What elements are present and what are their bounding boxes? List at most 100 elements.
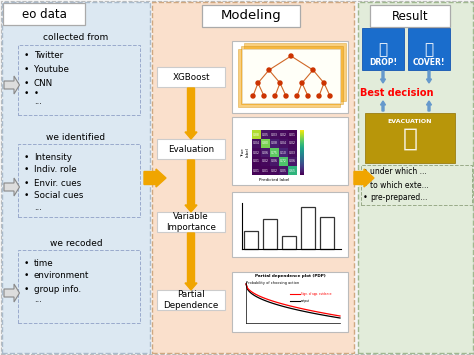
Text: •: • [23, 284, 29, 294]
FancyArrow shape [185, 233, 197, 290]
Text: ⛹: ⛹ [378, 43, 388, 58]
Text: 0.88: 0.88 [253, 132, 260, 137]
Polygon shape [4, 284, 19, 302]
Text: •: • [23, 78, 29, 87]
FancyArrow shape [144, 169, 166, 187]
Text: 0.65: 0.65 [289, 169, 296, 173]
Bar [279, 166, 288, 175]
Bar [300, 160, 304, 161]
Bar [261, 166, 270, 175]
Text: ...: ... [34, 97, 42, 105]
Text: Modeling: Modeling [220, 10, 282, 22]
Bar [300, 161, 304, 162]
Text: Social cues: Social cues [34, 191, 83, 201]
Bar [244, 231, 258, 249]
Circle shape [284, 94, 288, 98]
Text: Sign. of app. evidence: Sign. of app. evidence [301, 292, 332, 296]
Text: 0.06: 0.06 [262, 151, 269, 154]
Text: •: • [23, 65, 29, 73]
Text: 0.80: 0.80 [262, 142, 269, 146]
FancyArrow shape [427, 101, 431, 111]
Bar [261, 157, 270, 166]
Text: environment: environment [34, 272, 90, 280]
Bar [300, 147, 304, 148]
Text: 0.08: 0.08 [271, 142, 278, 146]
Text: 0.04: 0.04 [253, 142, 260, 146]
Bar [300, 146, 304, 147]
Bar [300, 135, 304, 136]
Text: 0.02: 0.02 [280, 132, 287, 137]
Bar [18, 45, 140, 115]
Bar [362, 28, 404, 70]
Text: •: • [363, 168, 368, 176]
Bar [157, 67, 225, 87]
Text: ...: ... [34, 202, 42, 212]
Bar [300, 145, 304, 146]
Text: •: • [34, 88, 39, 98]
Text: ...: ... [34, 295, 42, 305]
Bar [252, 139, 261, 148]
Bar [232, 272, 348, 332]
Bar [270, 148, 279, 157]
Bar [244, 43, 346, 101]
Circle shape [267, 68, 271, 72]
Bar [300, 148, 304, 149]
Bar [300, 158, 304, 159]
Bar [300, 162, 304, 163]
Text: output: output [301, 299, 310, 303]
Bar [320, 217, 334, 249]
Text: 0.05: 0.05 [280, 169, 287, 173]
Text: collected from: collected from [44, 33, 109, 42]
Bar [270, 166, 279, 175]
Bar [300, 139, 304, 140]
Bar [300, 133, 304, 134]
Bar [270, 157, 279, 166]
Text: 0.02: 0.02 [253, 151, 260, 154]
Text: Evaluation: Evaluation [168, 144, 214, 153]
Bar [279, 148, 288, 157]
Circle shape [256, 81, 260, 85]
Text: Result: Result [392, 10, 428, 22]
Bar [300, 172, 304, 173]
Text: Twitter: Twitter [34, 50, 63, 60]
Text: COVER!: COVER! [413, 58, 445, 67]
Text: Best decision: Best decision [360, 88, 434, 98]
Text: 0.04: 0.04 [280, 142, 287, 146]
Bar [365, 113, 455, 163]
Bar [282, 236, 296, 249]
Bar [300, 144, 304, 145]
Bar [261, 139, 270, 148]
Circle shape [262, 94, 266, 98]
Bar [238, 49, 340, 107]
Bar [279, 130, 288, 139]
Bar [202, 5, 300, 27]
Bar [300, 149, 304, 150]
Bar [279, 139, 288, 148]
Text: 0.02: 0.02 [262, 159, 269, 164]
Bar [300, 163, 304, 164]
Bar [300, 173, 304, 174]
Bar [157, 212, 225, 232]
Bar [300, 164, 304, 165]
Text: DROP!: DROP! [369, 58, 397, 67]
Circle shape [251, 94, 255, 98]
Bar [3, 3, 85, 25]
Bar [300, 142, 304, 143]
Circle shape [317, 94, 321, 98]
Circle shape [273, 94, 277, 98]
Text: Indiv. role: Indiv. role [34, 165, 77, 175]
Text: Partial dependence plot (PDP): Partial dependence plot (PDP) [255, 274, 325, 278]
Bar [263, 219, 277, 249]
FancyArrow shape [381, 101, 385, 111]
Bar [300, 143, 304, 144]
Text: CNN: CNN [34, 78, 53, 87]
Circle shape [311, 68, 315, 72]
Circle shape [289, 54, 293, 58]
Bar [300, 159, 304, 160]
Text: to which exte...: to which exte... [370, 180, 429, 190]
Circle shape [306, 94, 310, 98]
Bar [18, 144, 140, 217]
Text: 0.06: 0.06 [271, 159, 278, 164]
Bar [300, 137, 304, 138]
Bar [300, 136, 304, 137]
